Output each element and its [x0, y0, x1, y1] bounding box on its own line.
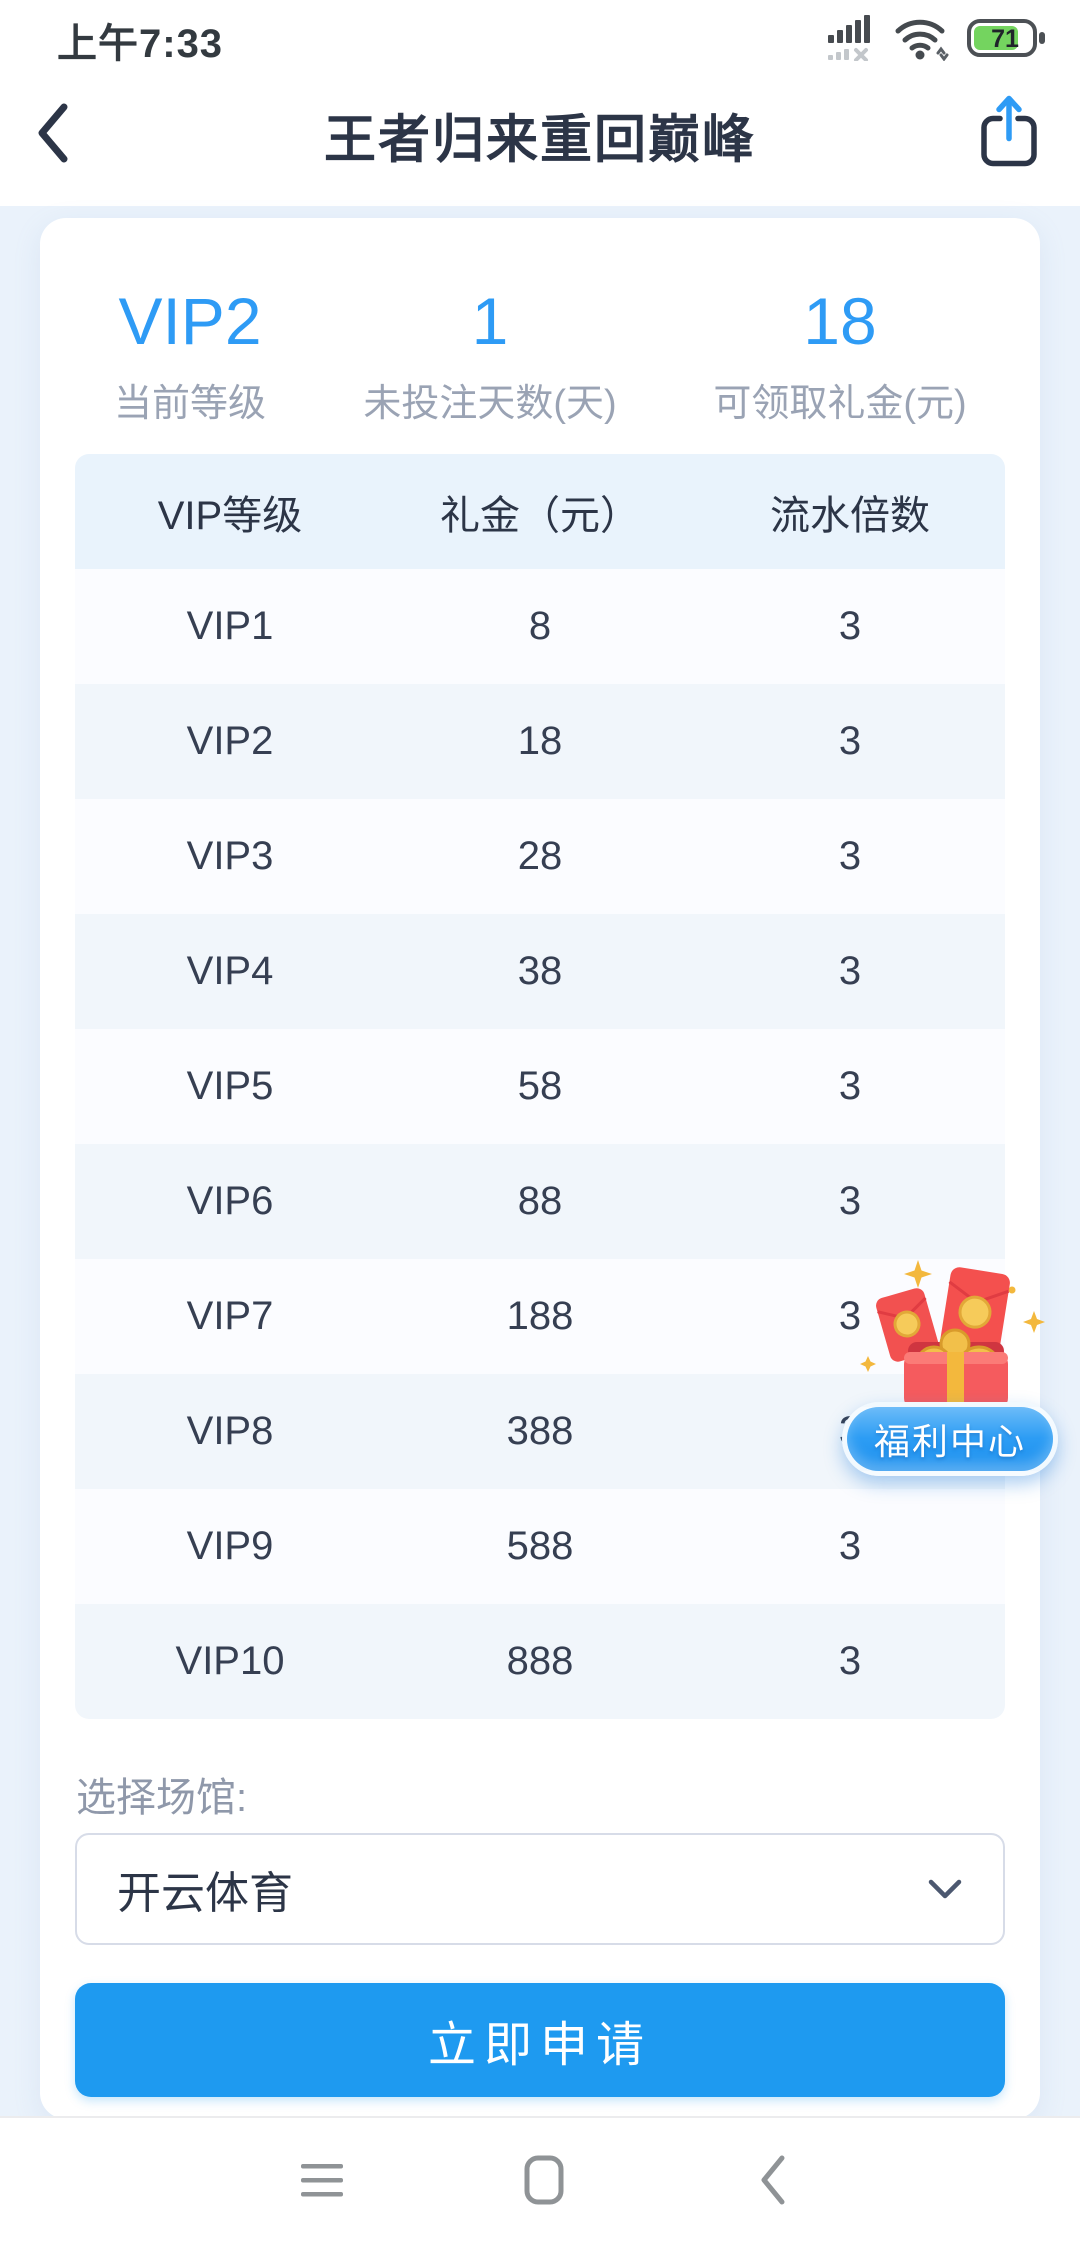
- cell-bonus: 88: [517, 1179, 563, 1223]
- battery-icon: 71: [966, 18, 1046, 63]
- summary-idle-days: 1 未投注天数(天): [340, 288, 640, 427]
- nav-back-button[interactable]: [736, 2146, 808, 2218]
- cell-bonus: 38: [517, 949, 563, 993]
- page-background: VIP2 当前等级 1 未投注天数(天) 18 可领取礼金(元) VIP等级 礼…: [0, 206, 1080, 2119]
- cell-bonus: 58: [517, 1064, 563, 1108]
- table-row: VIP6 88 3: [75, 1144, 1005, 1259]
- cell-bonus: 18: [517, 719, 563, 763]
- chevron-left-icon: [34, 102, 70, 169]
- summary-claimable-bonus: 18 可领取礼金(元): [640, 288, 1040, 427]
- table-row: VIP4 38 3: [75, 914, 1005, 1029]
- cell-level: VIP4: [186, 949, 274, 993]
- cell-multiplier: 3: [838, 1179, 862, 1223]
- venue-selected-value: 开云体育: [117, 1869, 293, 1918]
- cell-bonus: 888: [506, 1639, 574, 1683]
- gift-box-icon: [852, 1252, 1052, 1427]
- welfare-center-badge: 福利中心: [842, 1402, 1058, 1476]
- current-level-value: VIP2: [118, 284, 262, 358]
- col-header-multiplier: 流水倍数: [770, 493, 930, 538]
- home-icon: [522, 2154, 566, 2211]
- table-row: VIP5 58 3: [75, 1029, 1005, 1144]
- cell-bonus: 588: [506, 1524, 574, 1568]
- cell-bonus: 388: [506, 1409, 574, 1453]
- apply-now-button[interactable]: 立即申请: [75, 1983, 1005, 2097]
- menu-icon: [297, 2160, 347, 2205]
- cell-level: VIP2: [186, 719, 274, 763]
- cell-multiplier: 3: [838, 834, 862, 878]
- wifi-icon: [894, 15, 950, 66]
- cell-level: VIP5: [186, 1064, 274, 1108]
- welfare-center-widget[interactable]: 福利中心: [838, 1252, 1078, 1484]
- cell-bonus: 188: [506, 1294, 574, 1338]
- cell-multiplier: 3: [838, 1294, 862, 1338]
- status-icons: 71: [814, 14, 1046, 66]
- cell-level: VIP6: [186, 1179, 274, 1223]
- vip-card: VIP2 当前等级 1 未投注天数(天) 18 可领取礼金(元) VIP等级 礼…: [40, 218, 1040, 2119]
- status-time: 上午7:33: [57, 22, 224, 66]
- cell-multiplier: 3: [838, 1524, 862, 1568]
- app-header: 王者归来重回巅峰: [0, 64, 1080, 206]
- table-row: VIP3 28 3: [75, 799, 1005, 914]
- cell-level: VIP3: [186, 834, 274, 878]
- claimable-bonus-value: 18: [803, 284, 877, 358]
- claimable-bonus-label: 可领取礼金(元): [713, 383, 967, 425]
- cell-level: VIP9: [186, 1524, 274, 1568]
- current-level-label: 当前等级: [113, 383, 266, 425]
- back-icon: [756, 2153, 788, 2212]
- table-header-row: VIP等级 礼金（元） 流水倍数: [75, 454, 1005, 569]
- table-row: VIP2 18 3: [75, 684, 1005, 799]
- cell-level: VIP8: [186, 1409, 274, 1453]
- venue-select-label: 选择场馆:: [76, 1776, 248, 1820]
- table-body: VIP1 8 3 VIP2 18 3 VIP3 28 3 VIP4 38: [75, 569, 1005, 1719]
- cell-multiplier: 3: [838, 604, 862, 648]
- status-bar: 上午7:33: [0, 0, 1080, 66]
- col-header-level: VIP等级: [157, 493, 303, 538]
- cellular-signal-icon: [814, 14, 878, 66]
- recents-button[interactable]: [286, 2146, 358, 2218]
- cell-multiplier: 3: [838, 1639, 862, 1683]
- cell-multiplier: 3: [838, 719, 862, 763]
- back-button[interactable]: [34, 103, 78, 167]
- idle-days-value: 1: [471, 284, 509, 358]
- cell-bonus: 8: [528, 604, 552, 648]
- cell-level: VIP1: [186, 604, 274, 648]
- table-row: VIP10 888 3: [75, 1604, 1005, 1719]
- apply-now-label: 立即申请: [427, 2019, 652, 2072]
- table-row: VIP7 188 3: [75, 1259, 1005, 1374]
- summary-current-level: VIP2 当前等级: [40, 288, 340, 427]
- idle-days-label: 未投注天数(天): [363, 383, 617, 425]
- vip-table: VIP等级 礼金（元） 流水倍数 VIP1 8 3 VIP2 18 3 VIP3…: [75, 454, 1005, 1719]
- venue-select[interactable]: 开云体育: [75, 1833, 1005, 1945]
- cell-multiplier: 3: [838, 1064, 862, 1108]
- cell-multiplier: 3: [838, 949, 862, 993]
- home-button[interactable]: [508, 2146, 580, 2218]
- system-nav-bar: [0, 2116, 1080, 2246]
- col-header-bonus: 礼金（元）: [440, 493, 640, 538]
- cell-level: VIP7: [186, 1294, 274, 1338]
- chevron-down-icon: [927, 1878, 963, 1900]
- table-row: VIP1 8 3: [75, 569, 1005, 684]
- cell-level: VIP10: [175, 1639, 285, 1683]
- battery-percent: 71: [991, 25, 1019, 53]
- share-button[interactable]: [980, 95, 1038, 176]
- cell-bonus: 28: [517, 834, 563, 878]
- page-title: 王者归来重回巅峰: [323, 111, 756, 170]
- share-icon: [980, 95, 1038, 175]
- vip-summary: VIP2 当前等级 1 未投注天数(天) 18 可领取礼金(元): [40, 218, 1040, 427]
- table-row: VIP9 588 3: [75, 1489, 1005, 1604]
